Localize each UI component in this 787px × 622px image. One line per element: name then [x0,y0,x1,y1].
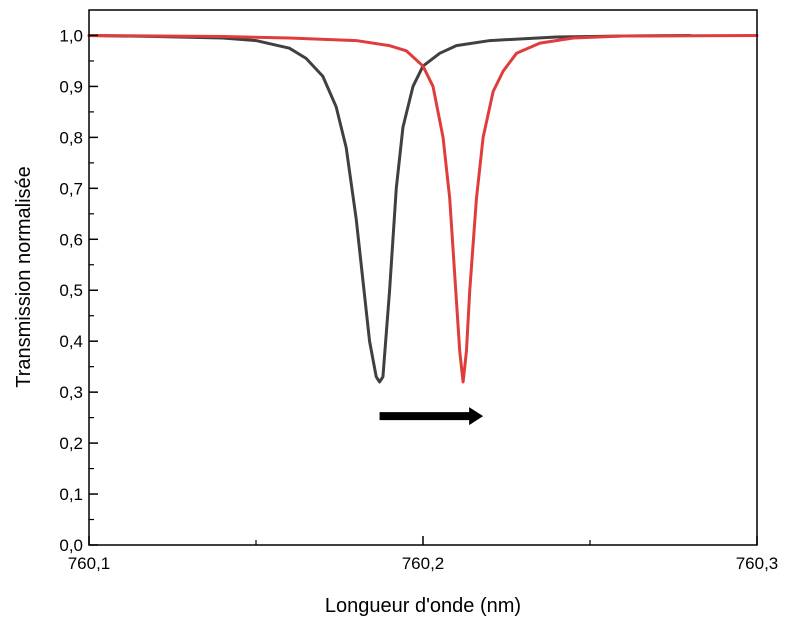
y-tick-label: 0,9 [59,77,83,96]
y-tick-label: 1,0 [59,26,83,45]
y-tick-label: 0,7 [59,179,83,198]
curves [87,33,759,384]
y-tick-label: 0,8 [59,128,83,147]
plot-area [89,10,757,545]
series-line-1 [87,33,692,384]
y-axis-ticks: 0,0 0,1 0,2 0,3 0,4 0,5 0,6 0,7 0,8 0,9 1,0 [59,26,98,555]
y-tick-label: 0,5 [59,281,83,300]
y-tick-label: 0,6 [59,230,83,249]
y-tick-label: 0,0 [59,536,83,555]
x-tick-label: 760,1 [68,554,111,573]
y-tick-label: 0,1 [59,485,83,504]
y-axis-title: Transmission normalisée [13,166,35,388]
x-axis-title: Longueur d'onde (nm) [325,595,521,617]
x-tick-label: 760,3 [736,554,779,573]
y-tick-label: 0,2 [59,434,83,453]
series-line-2 [87,33,759,384]
x-tick-label: 760,2 [402,554,445,573]
shift-arrow [379,407,484,426]
annotations [379,407,484,426]
y-tick-label: 0,3 [59,383,83,402]
x-axis-ticks: 760,1 760,2 760,3 [68,536,779,573]
y-tick-label: 0,4 [59,332,83,351]
shift-arrow-head [469,407,484,426]
